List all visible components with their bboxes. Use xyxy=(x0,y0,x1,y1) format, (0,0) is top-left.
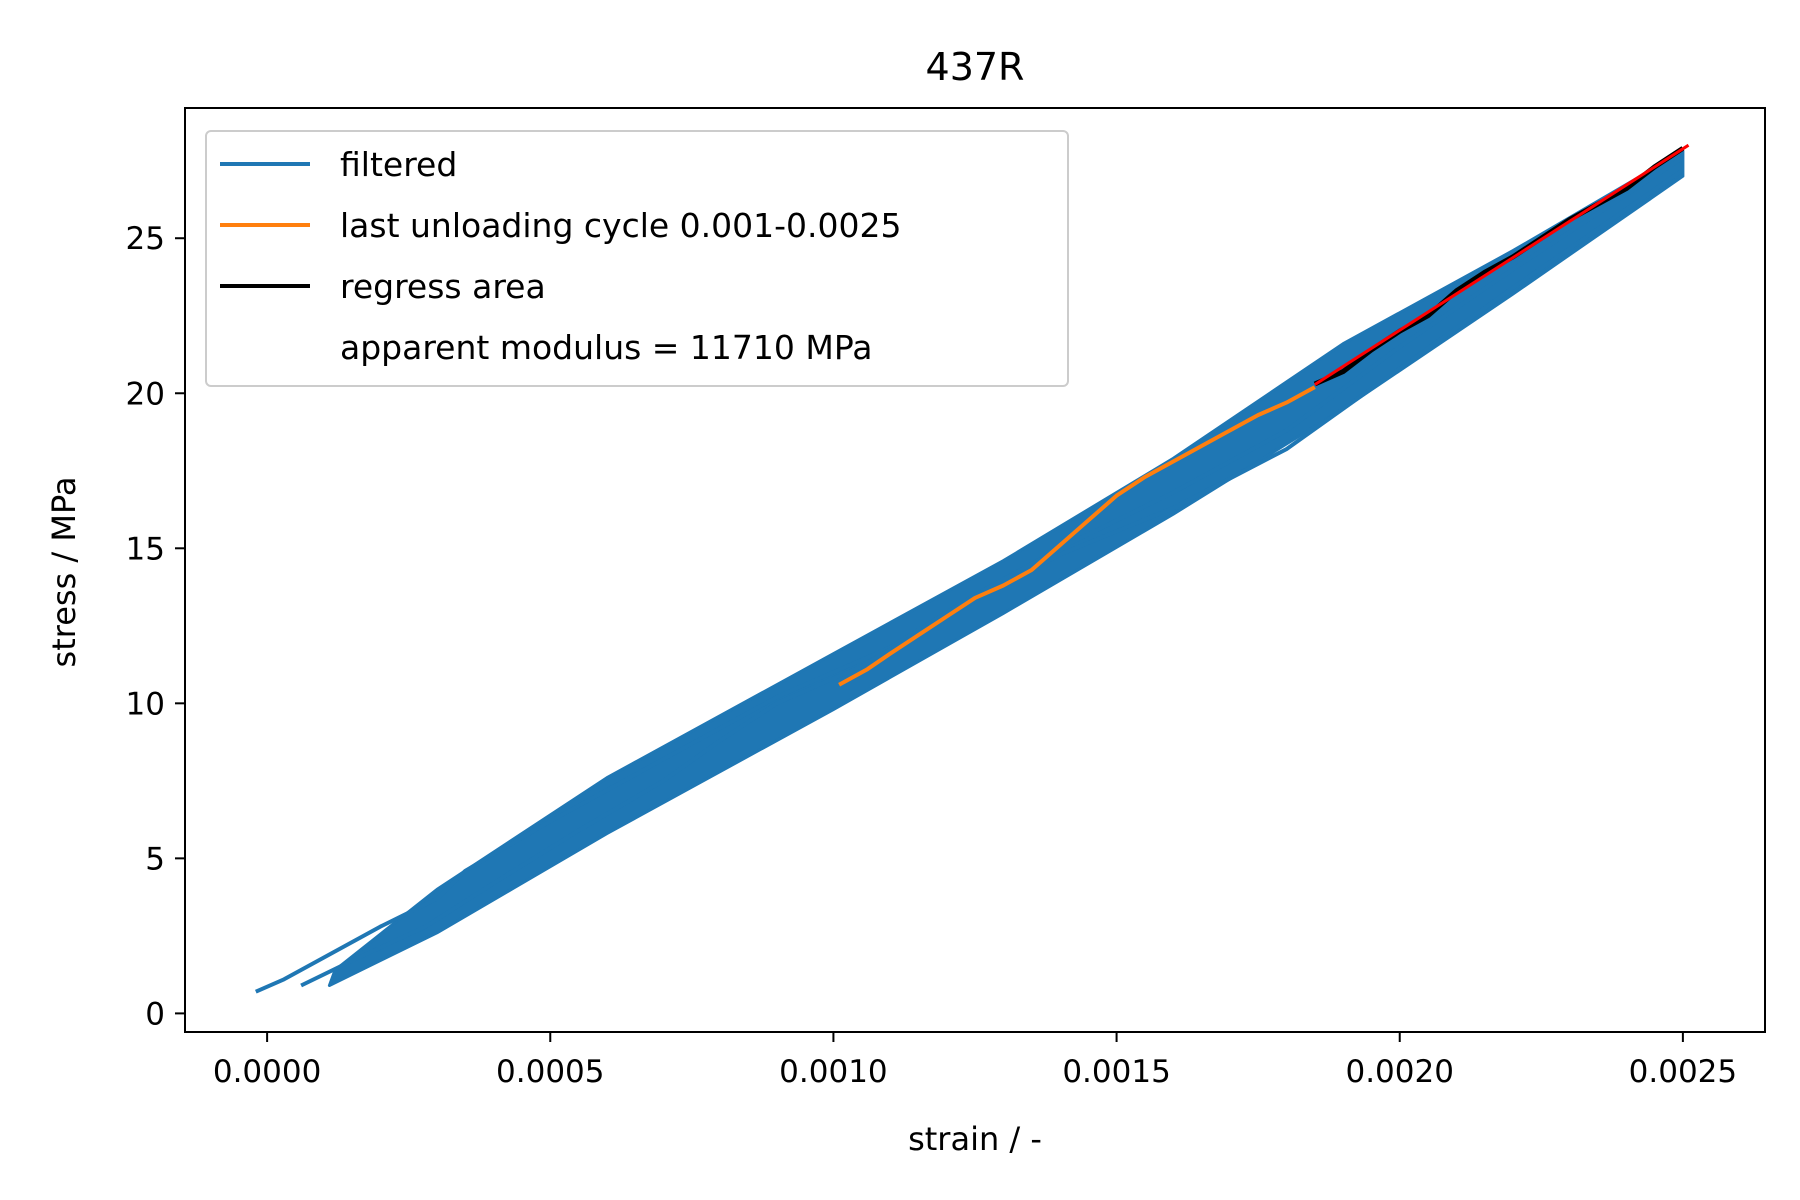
plot-frame xyxy=(184,107,1766,1033)
y-tick-label: 15 xyxy=(126,531,165,567)
y-tick-label: 25 xyxy=(126,221,165,257)
x-tick-label: 0.0025 xyxy=(1629,1054,1737,1090)
legend-label: filtered xyxy=(340,145,457,184)
x-tick-label: 0.0020 xyxy=(1345,1054,1453,1090)
x-tick-label: 0.0015 xyxy=(1062,1054,1170,1090)
modulus-fit-line xyxy=(1313,143,1690,386)
y-axis: 0 5 10 15 20 25 xyxy=(126,221,185,1032)
legend-label: last unloading cycle 0.001-0.0025 xyxy=(340,206,902,245)
legend-label: apparent modulus = 11710 MPa xyxy=(340,328,873,367)
filtered-series-line xyxy=(300,168,1685,988)
x-axis-label: strain / - xyxy=(908,1120,1042,1158)
legend: filtered last unloading cycle 0.001-0.002… xyxy=(205,130,1069,387)
x-axis: 0.0000 0.0005 0.0010 0.0015 0.0020 0.0025 xyxy=(213,1032,1737,1090)
chart-title: 437R xyxy=(926,45,1025,89)
y-tick-label: 5 xyxy=(145,841,165,877)
y-tick-label: 20 xyxy=(126,376,165,412)
plot-area xyxy=(254,143,1690,994)
legend-label: regress area xyxy=(340,267,546,306)
x-tick-label: 0.0005 xyxy=(496,1054,604,1090)
legend-box xyxy=(205,130,1069,387)
x-tick-label: 0.0000 xyxy=(213,1054,321,1090)
y-tick-label: 10 xyxy=(126,686,165,722)
filtered-series-line xyxy=(254,155,1684,994)
y-tick-label: 0 xyxy=(145,996,165,1032)
y-axis-label: stress / MPa xyxy=(45,477,83,668)
x-tick-label: 0.0010 xyxy=(779,1054,887,1090)
unloading-cycle-series-line xyxy=(838,385,1316,687)
